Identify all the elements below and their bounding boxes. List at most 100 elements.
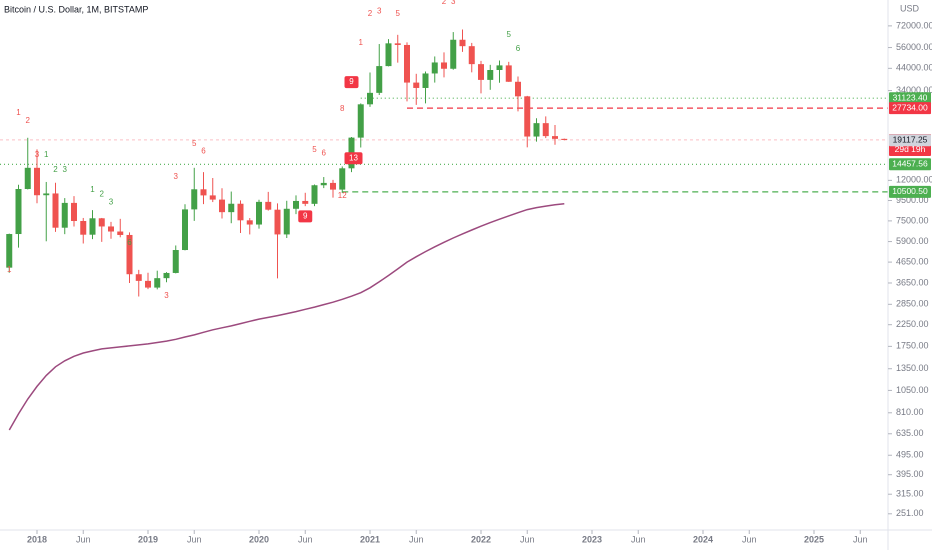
y-tick-label: 395.00 bbox=[896, 469, 924, 479]
candle-body bbox=[228, 203, 235, 213]
candle-body bbox=[422, 73, 429, 88]
candle-body bbox=[404, 44, 410, 83]
candle-body bbox=[283, 208, 290, 235]
annotation: 1 bbox=[44, 150, 49, 159]
candle-body bbox=[15, 189, 22, 235]
moving-average-line bbox=[8, 202, 565, 431]
annotation: 9 bbox=[349, 77, 354, 86]
price-badge bbox=[889, 92, 931, 105]
candle-body bbox=[219, 199, 225, 213]
x-tick-label: 2019 bbox=[138, 534, 158, 544]
candle-body bbox=[265, 201, 272, 210]
y-tick-label: 7500.00 bbox=[896, 215, 929, 225]
y-tick-label: 9500.00 bbox=[896, 195, 929, 205]
x-tick-label: 2021 bbox=[360, 534, 380, 544]
candle-body bbox=[542, 123, 549, 137]
candle-body bbox=[468, 46, 475, 65]
price-badge bbox=[889, 102, 931, 115]
annotation: 2 bbox=[100, 189, 105, 198]
y-tick-label: 72000.00 bbox=[896, 20, 932, 30]
candle-body bbox=[246, 220, 253, 225]
y-tick-label: 1350.00 bbox=[896, 363, 929, 373]
candle-body bbox=[52, 193, 59, 228]
annotation: 2 bbox=[26, 116, 31, 125]
x-tick-label: Jun bbox=[187, 534, 202, 544]
price-badge-label: 10500.50 bbox=[892, 186, 928, 196]
y-tick-label: 2850.00 bbox=[896, 299, 929, 309]
annotation: 1 bbox=[16, 108, 21, 117]
axes: 72000.00 56000.00 44000.00 34000.00 12000.00… bbox=[27, 20, 932, 544]
y-tick-label: 1750.00 bbox=[896, 341, 929, 351]
candle-body bbox=[135, 274, 142, 281]
candle-body bbox=[163, 272, 170, 279]
annotation: 3 bbox=[63, 165, 68, 174]
y-tick-label: 1050.00 bbox=[896, 385, 929, 395]
annotation: 5 bbox=[312, 145, 317, 154]
candle-body bbox=[450, 39, 457, 69]
candle-body bbox=[487, 69, 494, 80]
annotation: 1 bbox=[90, 185, 95, 194]
candle-body bbox=[6, 234, 13, 268]
candle-body bbox=[191, 189, 198, 210]
price-badge-label: 14457.56 bbox=[892, 159, 928, 169]
price-badge-countdown: 29d 19h bbox=[895, 144, 926, 154]
x-tick-label: Jun bbox=[298, 534, 313, 544]
candle-body bbox=[293, 200, 299, 209]
candle-body bbox=[431, 62, 438, 74]
y-tick-label: 315.00 bbox=[896, 489, 924, 499]
y-tick-label: 2250.00 bbox=[896, 319, 929, 329]
axis-unit: USD bbox=[900, 3, 920, 13]
y-tick-label: 44000.00 bbox=[896, 63, 932, 73]
candle-body bbox=[496, 65, 503, 70]
annotation: 2 bbox=[368, 9, 373, 18]
candle-body bbox=[394, 43, 401, 45]
x-tick-label: Jun bbox=[631, 534, 646, 544]
candle-body bbox=[561, 138, 568, 140]
candle-body bbox=[126, 234, 133, 275]
candle-body bbox=[441, 62, 447, 69]
candle-body bbox=[515, 81, 521, 97]
candle-body bbox=[376, 66, 383, 93]
annotation: 6 bbox=[322, 149, 327, 158]
chart-title: Bitcoin / U.S. Dollar, 1M, BITSTAMP bbox=[4, 4, 148, 14]
x-tick-label: 2022 bbox=[471, 534, 491, 544]
x-tick-label: 2025 bbox=[804, 534, 824, 544]
x-tick-label: 2018 bbox=[27, 534, 47, 544]
price-badge bbox=[889, 185, 931, 198]
candle-body bbox=[385, 43, 392, 67]
x-tick-label: 2024 bbox=[693, 534, 713, 544]
candle-body bbox=[209, 195, 216, 200]
candle-body bbox=[71, 202, 77, 222]
candle-body bbox=[34, 167, 40, 196]
candle-body bbox=[478, 64, 484, 80]
annotation: 5 bbox=[396, 9, 401, 18]
annotation: 5 bbox=[192, 139, 197, 148]
y-tick-label: 12000.00 bbox=[896, 175, 932, 185]
candle-body bbox=[330, 182, 336, 190]
y-tick-label: 56000.00 bbox=[896, 42, 932, 52]
annotation: 12 bbox=[338, 191, 347, 200]
x-tick-label: Jun bbox=[742, 534, 757, 544]
annotation: 3 bbox=[451, 0, 456, 6]
candle-body bbox=[302, 200, 309, 204]
annotation-box bbox=[344, 76, 359, 89]
y-tick-label: 34000.00 bbox=[896, 85, 932, 95]
annotation: 3 bbox=[377, 7, 382, 16]
candle-body bbox=[154, 278, 161, 288]
candle-body bbox=[43, 193, 50, 196]
price-badge-label: 19117.25 bbox=[893, 134, 928, 144]
annotation: 13 bbox=[349, 153, 358, 162]
annotation: 1 bbox=[7, 265, 12, 274]
annotation: 8 bbox=[340, 104, 345, 113]
y-tick-label: 810.00 bbox=[896, 407, 924, 417]
candle-body bbox=[552, 136, 558, 139]
candle-body bbox=[108, 226, 114, 232]
annotation: 3 bbox=[164, 291, 169, 300]
price-badge-label: 27734.00 bbox=[892, 102, 928, 112]
candle-body bbox=[357, 104, 364, 138]
candle-body bbox=[459, 39, 466, 47]
annotation: 3 bbox=[174, 172, 179, 181]
